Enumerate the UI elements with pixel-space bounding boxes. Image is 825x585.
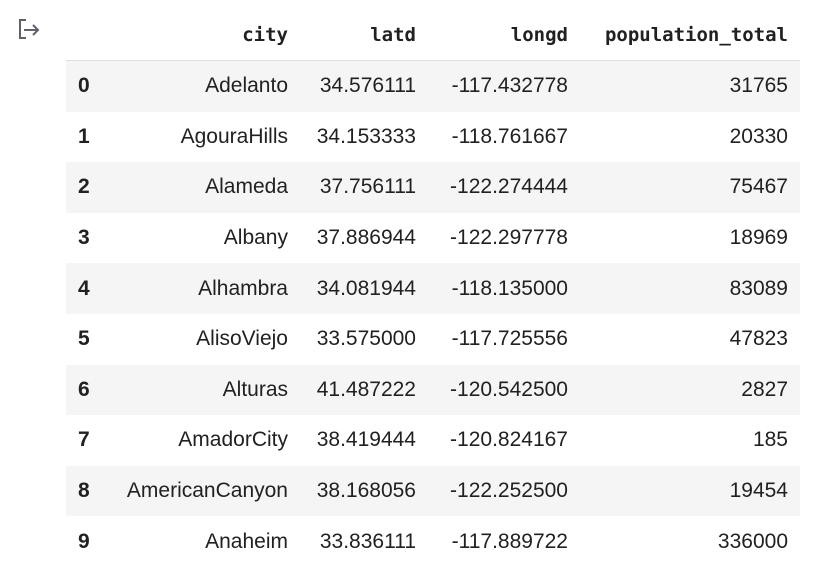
cell-latd: 41.487222: [316, 377, 416, 401]
cell-city: AmericanCanyon: [126, 479, 288, 503]
cell-population-total: 75467: [729, 175, 788, 199]
cell-longd: -122.297778: [450, 226, 568, 250]
dataframe-table: city latd longd population_total 0 Adelan…: [66, 10, 800, 567]
table-row: 0 Adelanto 34.576111 -117.432778 31765: [66, 60, 800, 112]
cell-latd: 34.081944: [316, 276, 416, 300]
cell-population-total: 31765: [729, 74, 788, 98]
cell-longd: -120.824167: [450, 428, 568, 452]
cell-population-total: 18969: [729, 226, 788, 250]
column-header-population-total: population_total: [580, 10, 800, 61]
cell-city: Anaheim: [205, 529, 288, 553]
cell-latd: 38.168056: [316, 479, 416, 503]
cell-latd: 33.575000: [316, 327, 416, 351]
cell-city: AlisoViejo: [196, 327, 288, 351]
row-index: 9: [78, 529, 90, 553]
cell-population-total: 336000: [717, 529, 788, 553]
cell-latd: 38.419444: [316, 428, 416, 452]
table-row: 1 AgouraHills 34.153333 -118.761667 20330: [66, 111, 800, 163]
table-row: 6 Alturas 41.487222 -120.542500 2827: [66, 364, 800, 416]
cell-population-total: 185: [752, 428, 788, 452]
table-row: 5 AlisoViejo 33.575000 -117.725556 47823: [66, 313, 800, 365]
table-row: 7 AmadorCity 38.419444 -120.824167 185: [66, 415, 800, 466]
cell-longd: -117.725556: [451, 327, 568, 351]
cell-population-total: 2827: [741, 377, 788, 401]
cell-city: Alameda: [205, 175, 288, 199]
cell-latd: 33.836111: [319, 529, 416, 553]
table-row: 9 Anaheim 33.836111 -117.889722 336000: [66, 516, 800, 567]
row-index: 6: [78, 377, 90, 401]
row-index: 3: [78, 226, 90, 250]
cell-city: AgouraHills: [180, 124, 288, 148]
cell-city: AmadorCity: [178, 428, 288, 452]
cell-population-total: 20330: [729, 124, 788, 148]
cell-longd: -118.761667: [451, 124, 568, 148]
cell-latd: 34.576111: [319, 74, 416, 98]
cell-city: Alhambra: [198, 276, 288, 300]
column-header-city: city: [110, 10, 300, 61]
table-row: 2 Alameda 37.756111 -122.274444 75467: [66, 162, 800, 213]
cell-latd: 37.756111: [319, 175, 416, 199]
cell-city: Adelanto: [205, 74, 288, 98]
row-index: 2: [78, 175, 90, 199]
header-row: city latd longd population_total: [66, 10, 800, 61]
row-index: 7: [78, 428, 90, 452]
dataframe-output: city latd longd population_total 0 Adelan…: [66, 10, 800, 567]
cell-latd: 34.153333: [316, 124, 416, 148]
cell-longd: -118.135000: [451, 276, 568, 300]
cell-latd: 37.886944: [316, 226, 416, 250]
cell-longd: -122.274444: [450, 175, 568, 199]
cell-population-total: 47823: [729, 327, 788, 351]
cell-longd: -122.252500: [450, 479, 568, 503]
column-header-longd: longd: [428, 10, 580, 61]
cell-longd: -120.542500: [450, 377, 568, 401]
table-row: 3 Albany 37.886944 -122.297778 18969: [66, 212, 800, 264]
cell-longd: -117.889722: [451, 529, 568, 553]
cell-longd: -117.432778: [451, 74, 568, 98]
row-index: 4: [78, 276, 90, 300]
row-index: 8: [78, 479, 90, 503]
table-row: 4 Alhambra 34.081944 -118.135000 83089: [66, 263, 800, 314]
row-index: 0: [78, 74, 90, 98]
cell-population-total: 83089: [729, 276, 788, 300]
output-arrow-icon[interactable]: [16, 16, 42, 42]
index-header: [66, 10, 110, 61]
row-index: 1: [78, 124, 90, 148]
row-index: 5: [78, 327, 90, 351]
table-row: 8 AmericanCanyon 38.168056 -122.252500 19454: [66, 465, 800, 517]
column-header-latd: latd: [300, 10, 428, 61]
table-body: 0 Adelanto 34.576111 -117.432778 31765 1 Agour…: [66, 60, 800, 567]
cell-population-total: 19454: [729, 479, 788, 503]
cell-city: Alturas: [222, 377, 288, 401]
cell-city: Albany: [223, 226, 288, 250]
